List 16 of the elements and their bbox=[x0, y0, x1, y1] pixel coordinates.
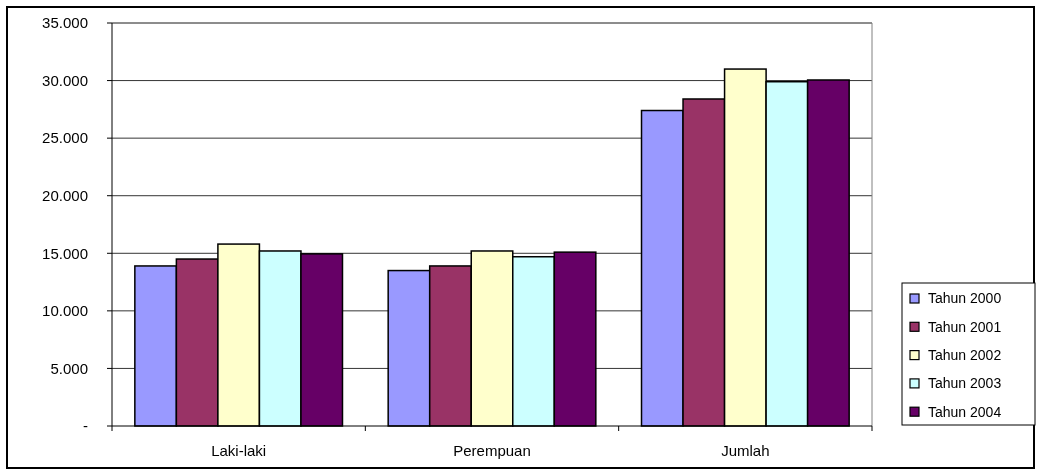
y-tick-label: - bbox=[83, 417, 88, 435]
y-tick-label: 15.000 bbox=[42, 244, 88, 262]
y-tick-label: 35.000 bbox=[42, 14, 88, 32]
y-tick-label: 25.000 bbox=[42, 129, 88, 147]
x-tick-label: Perempuan bbox=[453, 442, 531, 460]
y-tick-label: 5.000 bbox=[50, 359, 88, 377]
y-tick-label: 30.000 bbox=[42, 71, 88, 89]
legend-label: Tahun 2001 bbox=[928, 318, 1002, 335]
legend-label: Tahun 2004 bbox=[928, 403, 1002, 420]
x-tick-label: Laki-laki bbox=[211, 442, 267, 460]
y-tick-label: 20.000 bbox=[42, 186, 88, 204]
legend-label: Tahun 2003 bbox=[928, 375, 1002, 392]
y-tick-label: 10.000 bbox=[42, 302, 88, 320]
x-tick-label: Jumlah bbox=[721, 442, 770, 460]
legend-label: Tahun 2002 bbox=[928, 347, 1002, 363]
legend-label: Tahun 2000 bbox=[928, 290, 1002, 307]
